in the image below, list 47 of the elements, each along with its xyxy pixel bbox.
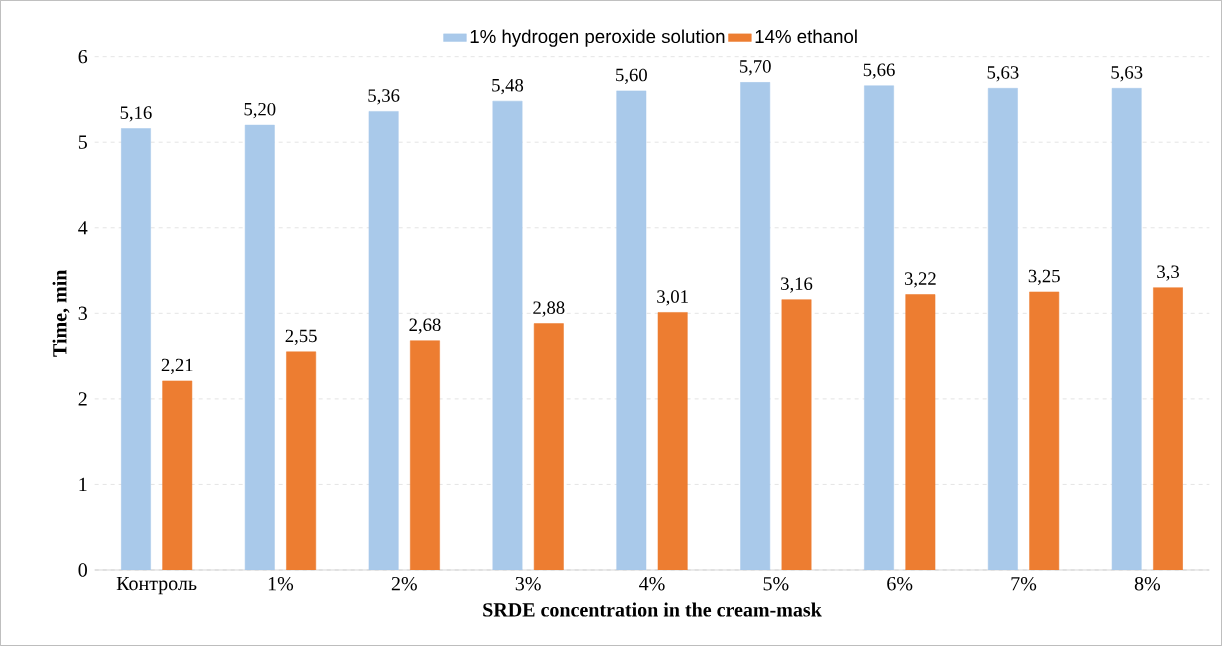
bar: [162, 380, 193, 570]
data-label: 5,63: [1111, 66, 1143, 82]
y-axis-title: Time, min: [52, 269, 70, 357]
x-tick-label: 5%: [763, 576, 789, 591]
data-label: 5,70: [739, 60, 771, 76]
data-label: 5,48: [492, 78, 524, 95]
bar: [905, 294, 936, 570]
y-tick-label: 5: [78, 135, 87, 149]
data-label: 2,88: [533, 301, 565, 317]
bar: [533, 323, 564, 570]
data-label: 2,55: [285, 329, 317, 345]
bar: [410, 340, 440, 570]
x-tick-label: 8%: [1134, 576, 1161, 591]
x-axis-title: SRDE concentration in the cream-mask: [483, 602, 822, 617]
x-tick-label: 3%: [515, 576, 541, 591]
y-tick-label: 2: [78, 392, 87, 406]
legend-label: 1% hydrogen peroxide solution: [470, 29, 725, 47]
x-tick-label: 7%: [1011, 576, 1037, 591]
bar: [286, 351, 317, 570]
data-label: 2,21: [161, 358, 193, 374]
data-label: 5,16: [120, 106, 152, 122]
y-tick-label: 4: [78, 221, 88, 235]
data-label: 3,3: [1157, 265, 1180, 281]
bar: [1029, 291, 1060, 570]
bar: [1153, 287, 1183, 570]
data-label: 2,68: [409, 318, 441, 334]
data-label: 3,25: [1028, 269, 1060, 285]
x-tick-label: 6%: [887, 576, 913, 591]
legend-label: 14% ethanol: [755, 29, 857, 44]
data-label: 5,63: [987, 66, 1019, 82]
y-tick-label: 3: [78, 306, 87, 321]
data-label: 5,60: [616, 68, 647, 84]
y-tick-label: 0: [78, 563, 87, 577]
data-label: 3,01: [657, 290, 688, 306]
y-tick-label: 1: [79, 477, 87, 492]
data-label: 5,36: [368, 89, 400, 105]
bar: [781, 299, 812, 570]
data-label: 3,16: [781, 277, 813, 293]
data-label: 5,66: [863, 63, 895, 79]
bar: [657, 312, 688, 570]
x-tick-label: Контроль: [116, 576, 197, 595]
data-label: 5,20: [244, 102, 276, 119]
x-tick-label: 1%: [268, 576, 294, 591]
y-tick-label: 6: [78, 49, 88, 64]
data-label: 3,22: [904, 272, 936, 288]
x-tick-label: 4%: [639, 576, 665, 591]
x-tick-label: 2%: [391, 576, 417, 591]
